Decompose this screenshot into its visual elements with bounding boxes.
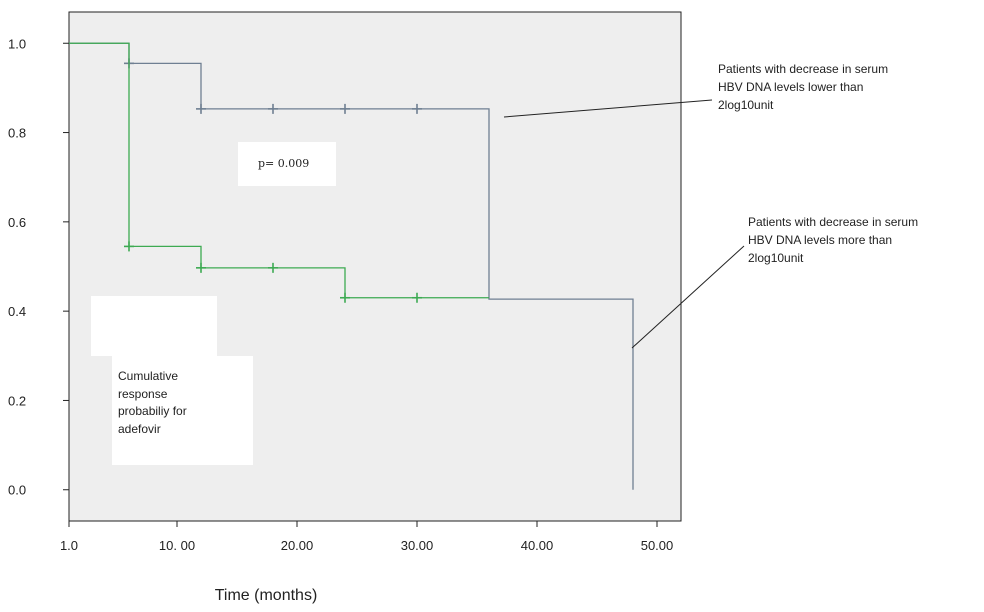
axes: 1.0 10. 00 20.00 30.00 40.00 50.00 0.0 0.2 0.4 0.… xyxy=(8,36,673,553)
series-1-censor-mark xyxy=(412,103,422,114)
x-tick-label: 50.00 xyxy=(641,538,674,553)
annotation-more-line-1: Patients with decrease in serum xyxy=(748,215,918,229)
y-tick-label: 0.6 xyxy=(8,215,26,230)
annotation-layer: p= 0.009 Cumulative response probabiliy … xyxy=(91,62,918,465)
series-1-censor-mark xyxy=(340,103,350,114)
ylabel-box-line-1: Cumulative xyxy=(118,369,178,383)
y-tick-label: 0.2 xyxy=(8,393,26,408)
p-value-box xyxy=(238,142,336,186)
series-2-censor-mark xyxy=(196,262,206,273)
ylabel-box xyxy=(112,356,253,465)
leader-line-lower xyxy=(503,99,713,118)
series-1-censor-mark xyxy=(196,103,206,114)
annotation-lower-line-2: HBV DNA levels lower than xyxy=(718,80,863,94)
annotation-lower-line-1: Patients with decrease in serum xyxy=(718,62,888,76)
series-2-censor-mark xyxy=(340,292,350,303)
series-layer xyxy=(69,42,634,490)
leader-line-more xyxy=(631,245,745,349)
x-tick-label: 1.0 xyxy=(60,538,78,553)
ylabel-box xyxy=(91,296,217,356)
y-tick-label: 0.4 xyxy=(8,304,26,319)
y-tick-label: 0.8 xyxy=(8,126,26,141)
series-2-censor-mark xyxy=(268,262,278,273)
ylabel-box-line-2: response xyxy=(118,387,168,401)
y-tick-label: 0.0 xyxy=(8,483,26,498)
y-tick-label: 1.0 xyxy=(8,36,26,51)
series-2-censor-mark xyxy=(124,241,134,252)
series-2-censor-mark xyxy=(412,292,422,303)
x-tick-label: 20.00 xyxy=(281,538,314,553)
x-tick-label: 30.00 xyxy=(401,538,434,553)
ylabel-box-line-3: probabiliy for xyxy=(118,404,187,418)
series-1-censor-mark xyxy=(268,103,278,114)
x-tick-label: 10. 00 xyxy=(159,538,195,553)
x-axis-label: Time (months) xyxy=(215,587,318,604)
annotation-more-line-3: 2log10unit xyxy=(748,251,804,265)
annotation-lower-line-3: 2log10unit xyxy=(718,98,774,112)
ylabel-box-line-4: adefovir xyxy=(118,422,161,436)
x-tick-label: 40.00 xyxy=(521,538,554,553)
annotation-more-line-2: HBV DNA levels more than xyxy=(748,233,892,247)
p-value-label: p= 0.009 xyxy=(258,157,309,170)
